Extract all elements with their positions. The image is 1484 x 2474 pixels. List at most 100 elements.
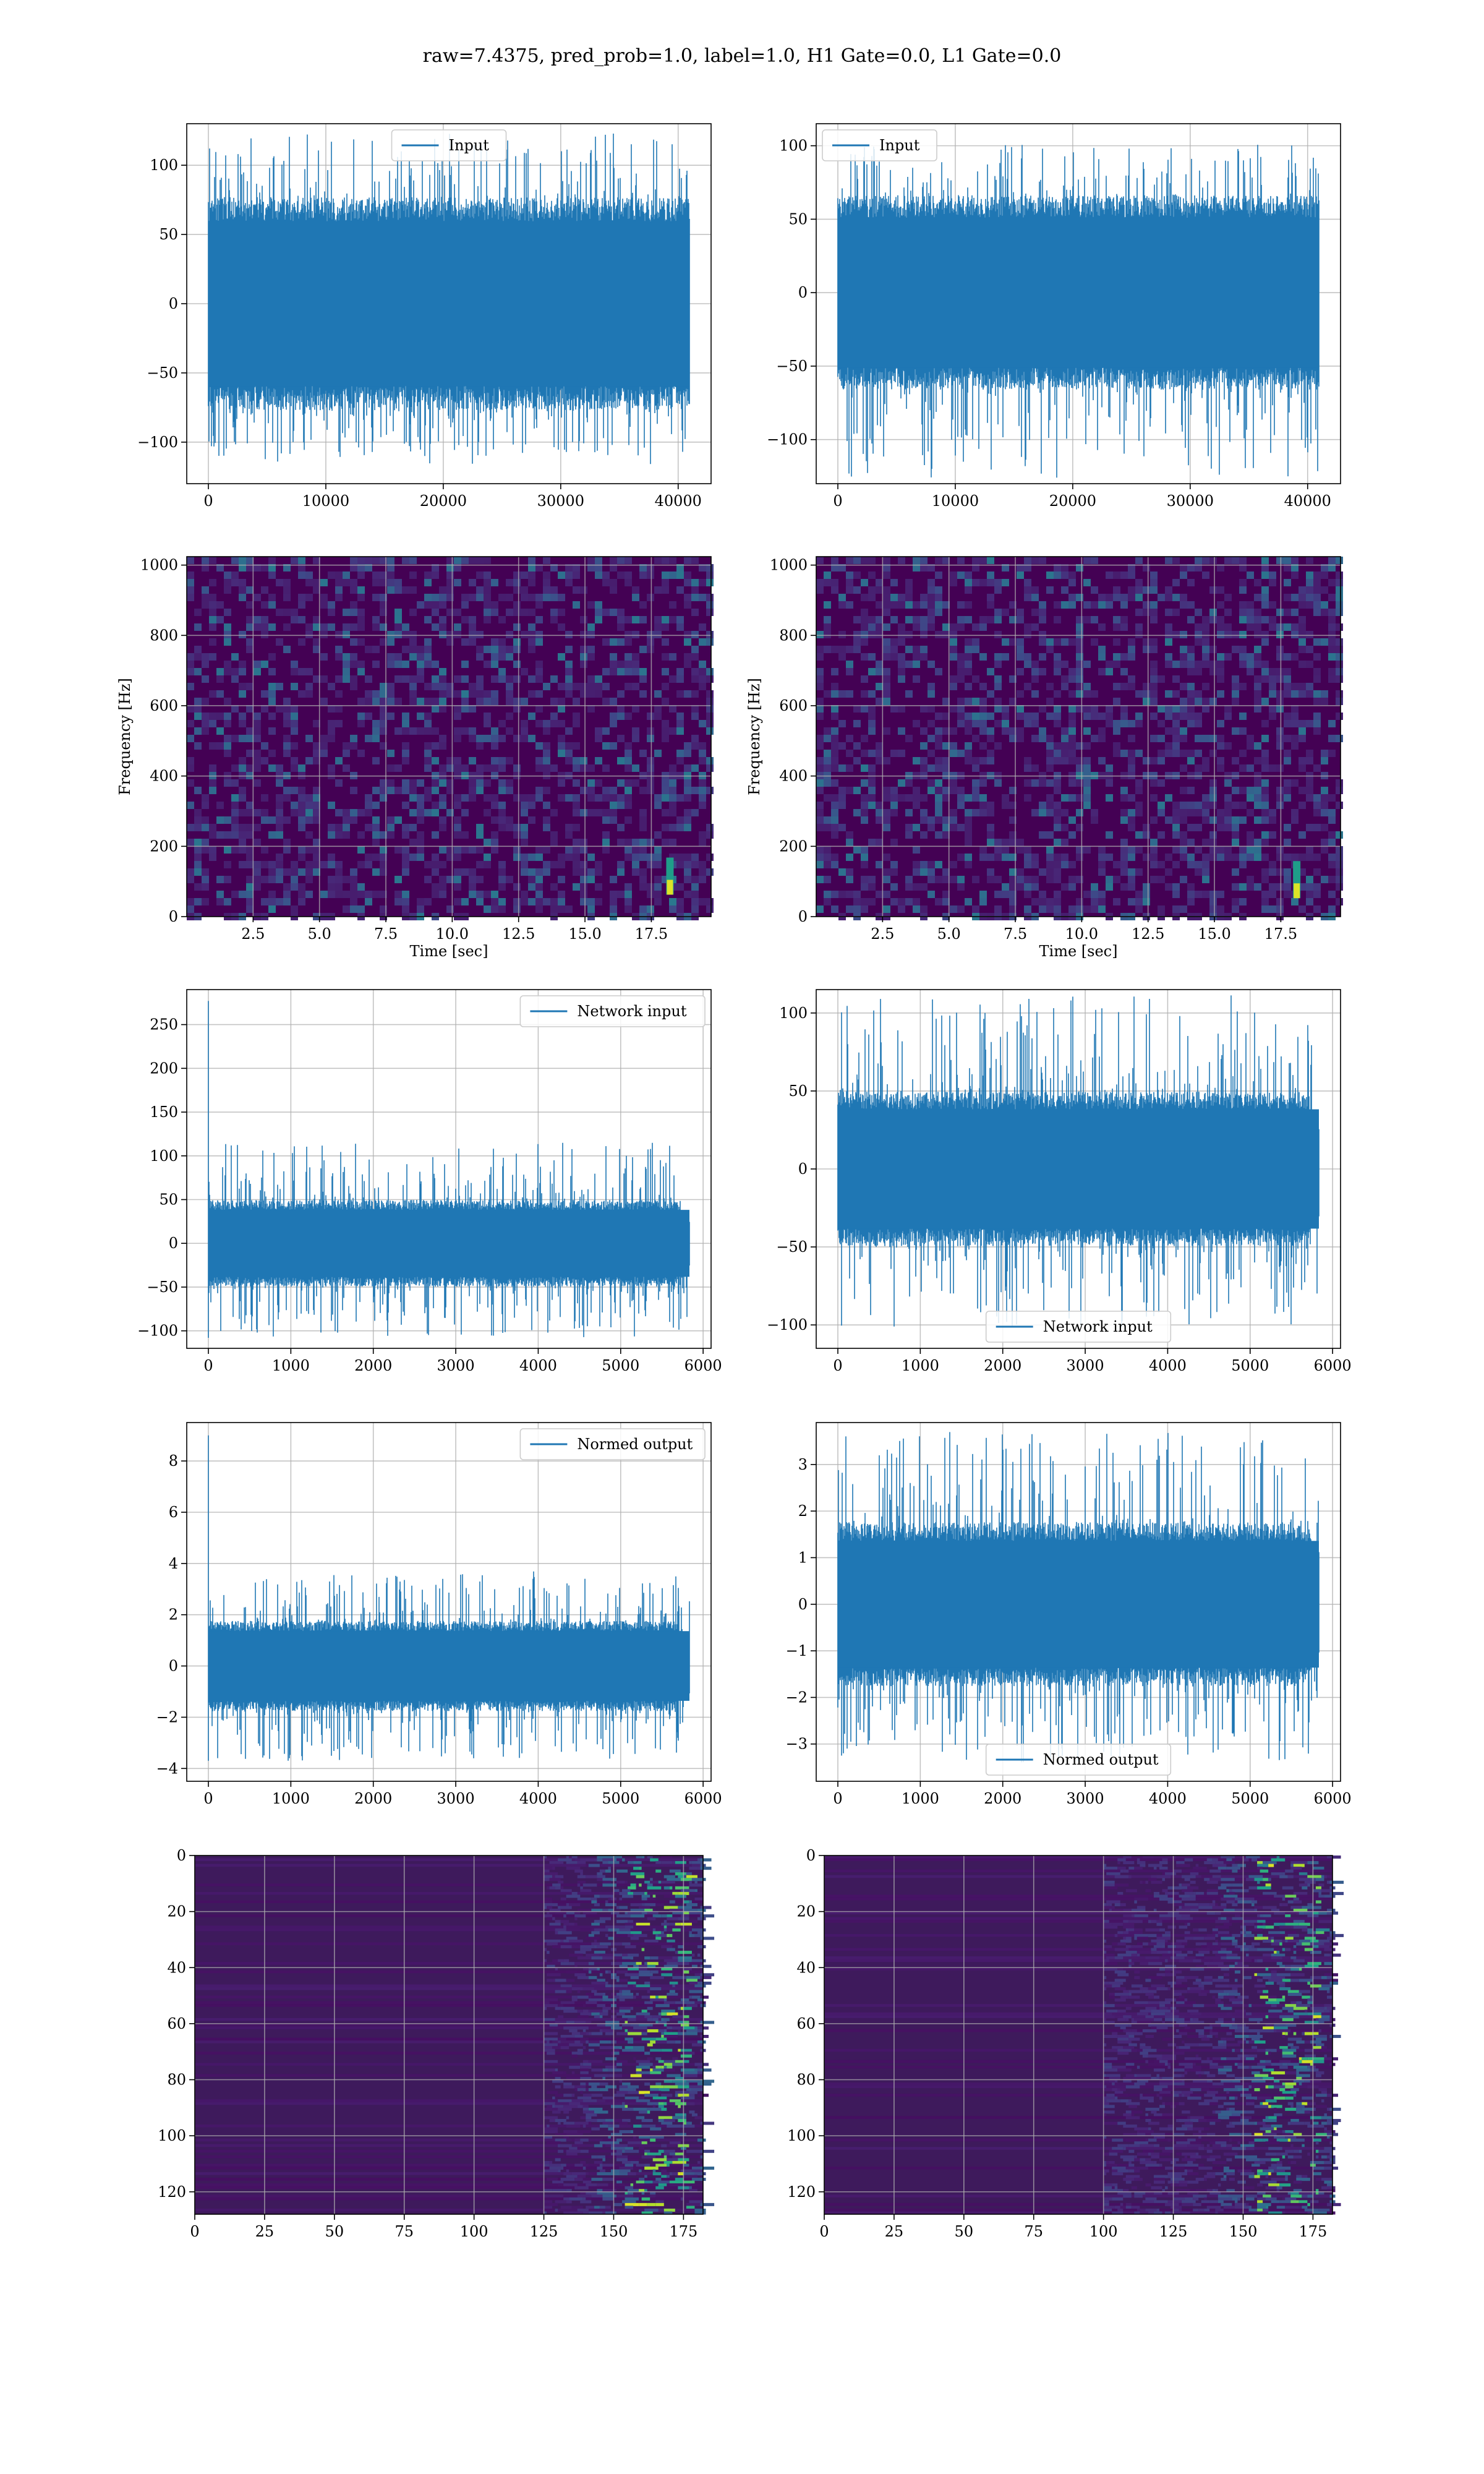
heatmap-cell [697,1858,701,1862]
heatmap-cell [1313,690,1321,698]
x-axis-label: Time [sec] [410,943,488,960]
heatmap-cell [335,876,343,883]
heatmap-cell [365,690,372,698]
heatmap-cell [1257,1864,1269,1867]
heatmap-cell [1061,883,1068,891]
heatmap-cell [652,1914,662,1918]
heatmap-cell [605,2023,620,2027]
heatmap-cell [676,690,684,698]
heatmap-cell [417,831,424,839]
heatmap-cell [1187,824,1195,831]
heatmap-cell [432,683,439,690]
heatmap-cell [246,846,254,854]
heatmap-cell [1293,1864,1305,1867]
heatmap-cell [1135,557,1143,564]
heatmap-cell [619,1995,634,1999]
heatmap-cell [816,653,824,661]
heatmap-cell [1083,794,1091,802]
heatmap-cell [550,905,558,913]
heatmap-cell [700,2130,703,2134]
heatmap-cell [1083,787,1091,794]
heatmap-cell [599,1869,605,1873]
heatmap-cell [1165,623,1172,631]
heatmap-cell [1002,854,1009,861]
heatmap-cell [1247,846,1254,854]
heatmap-cell [402,646,409,653]
heatmap-cell [261,616,268,623]
heatmap-cell [357,846,365,854]
heatmap-cell [979,727,987,735]
heatmap-cell [513,646,521,653]
heatmap-cell [587,905,595,913]
heatmap-cell [1187,698,1195,705]
heatmap-cell [630,1931,642,1935]
heatmap-cell [683,1967,692,1971]
heatmap-cell [498,646,506,653]
heatmap-cell [1098,623,1106,631]
heatmap-cell [658,2102,664,2105]
heatmap-cell [625,713,632,720]
heatmap-cell [669,601,676,609]
heatmap-cell [313,868,320,876]
heatmap-cell [563,2094,572,2097]
heatmap-cell [1239,854,1247,861]
heatmap-cell [890,809,898,816]
heatmap-cell [630,2130,634,2134]
heatmap-cell [591,2068,603,2072]
heatmap-cell [1076,683,1083,690]
heatmap-cell [706,713,714,720]
heatmap-cell [672,2079,686,2083]
x-tick-label: 100 [460,2223,488,2240]
heatmap-cell [588,2082,600,2086]
heatmap-cell [838,631,846,638]
heatmap-cell [610,579,617,586]
heatmap-cell [861,764,868,772]
heatmap-cell [544,2043,558,2047]
heatmap-cell [513,571,521,579]
heatmap-cell [1187,668,1195,675]
heatmap-cell [632,594,639,601]
heatmap-cell [667,2074,681,2078]
heatmap-cell [506,653,513,661]
heatmap-cell [1190,1886,1199,1890]
heatmap-cell [927,861,935,868]
heatmap-cell [628,2085,639,2089]
heatmap-cell [1209,1878,1221,1881]
heatmap-cell [565,742,573,750]
heatmap-cell [1279,1875,1288,1878]
heatmap-cell [599,1942,611,1946]
heatmap-cell [461,794,469,802]
heatmap-cell [641,1897,647,1901]
heatmap-cell [1217,653,1224,661]
heatmap-cell [268,713,276,720]
heatmap-cell [394,816,402,824]
heatmap-cell [1123,1861,1135,1865]
heatmap-cell [1091,690,1098,698]
heatmap-cell [853,631,861,638]
heatmap-cell [699,623,706,631]
heatmap-cell [394,846,402,854]
heatmap-cell [409,609,417,616]
heatmap-cell [231,891,239,898]
heatmap-cell [610,2026,623,2030]
heatmap-cell [883,683,890,690]
heatmap-cell [476,764,484,772]
heatmap-cell [209,623,216,631]
heatmap-cell [1336,898,1343,905]
heatmap-cell [691,675,699,683]
heatmap-cell [202,661,209,668]
heatmap-cell [1224,854,1232,861]
heatmap-cell [1306,571,1313,579]
heatmap-cell [461,601,469,609]
heatmap-cell [861,557,868,564]
heatmap-cell [291,787,298,794]
heatmap-cell [691,735,699,742]
heatmap-cell [831,764,838,772]
heatmap-cell [654,802,662,809]
heatmap-cell [868,705,876,713]
heatmap-cell [372,831,380,839]
heatmap-cell [694,1984,706,1988]
heatmap-cell [409,839,417,846]
heatmap-cell [402,727,409,735]
heatmap-cell [942,698,950,705]
